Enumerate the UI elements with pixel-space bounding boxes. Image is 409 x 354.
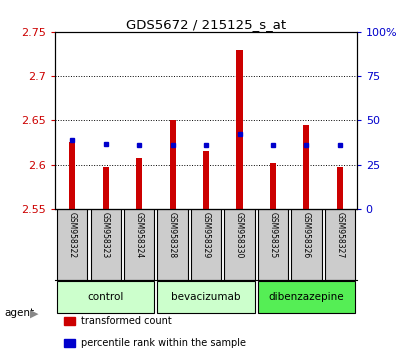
Text: GSM958324: GSM958324 [134,212,143,258]
Bar [257,209,288,280]
Text: transformed count: transformed count [81,316,171,326]
Bar [169,120,175,209]
Text: GSM958326: GSM958326 [301,212,310,258]
Bar [57,281,154,313]
Text: percentile rank within the sample: percentile rank within the sample [81,338,245,348]
Text: agent: agent [4,308,34,318]
Text: GSM958325: GSM958325 [268,212,277,258]
Text: GSM958322: GSM958322 [67,212,76,258]
Text: GSM958329: GSM958329 [201,212,210,258]
Bar [124,209,154,280]
Bar [191,209,220,280]
Title: GDS5672 / 215125_s_at: GDS5672 / 215125_s_at [126,18,285,31]
Bar [236,50,242,209]
Bar [57,209,87,280]
Text: GSM958330: GSM958330 [234,212,243,258]
Bar [269,163,275,209]
Bar [202,151,209,209]
Bar [324,209,354,280]
Bar [257,281,354,313]
Bar [90,209,120,280]
Bar [157,209,187,280]
Text: bevacizumab: bevacizumab [171,292,240,302]
Text: control: control [87,292,124,302]
Bar [136,158,142,209]
Text: dibenzazepine: dibenzazepine [268,292,344,302]
Bar [102,167,108,209]
Bar [336,167,342,209]
Bar [224,209,254,280]
Text: GSM958323: GSM958323 [101,212,110,258]
Bar [303,125,309,209]
Bar [157,281,254,313]
Text: GSM958328: GSM958328 [168,212,177,258]
Text: ▶: ▶ [29,308,38,318]
Bar [64,317,75,325]
Text: GSM958327: GSM958327 [335,212,344,258]
Bar [291,209,321,280]
Bar [69,142,75,209]
Bar [64,339,75,347]
